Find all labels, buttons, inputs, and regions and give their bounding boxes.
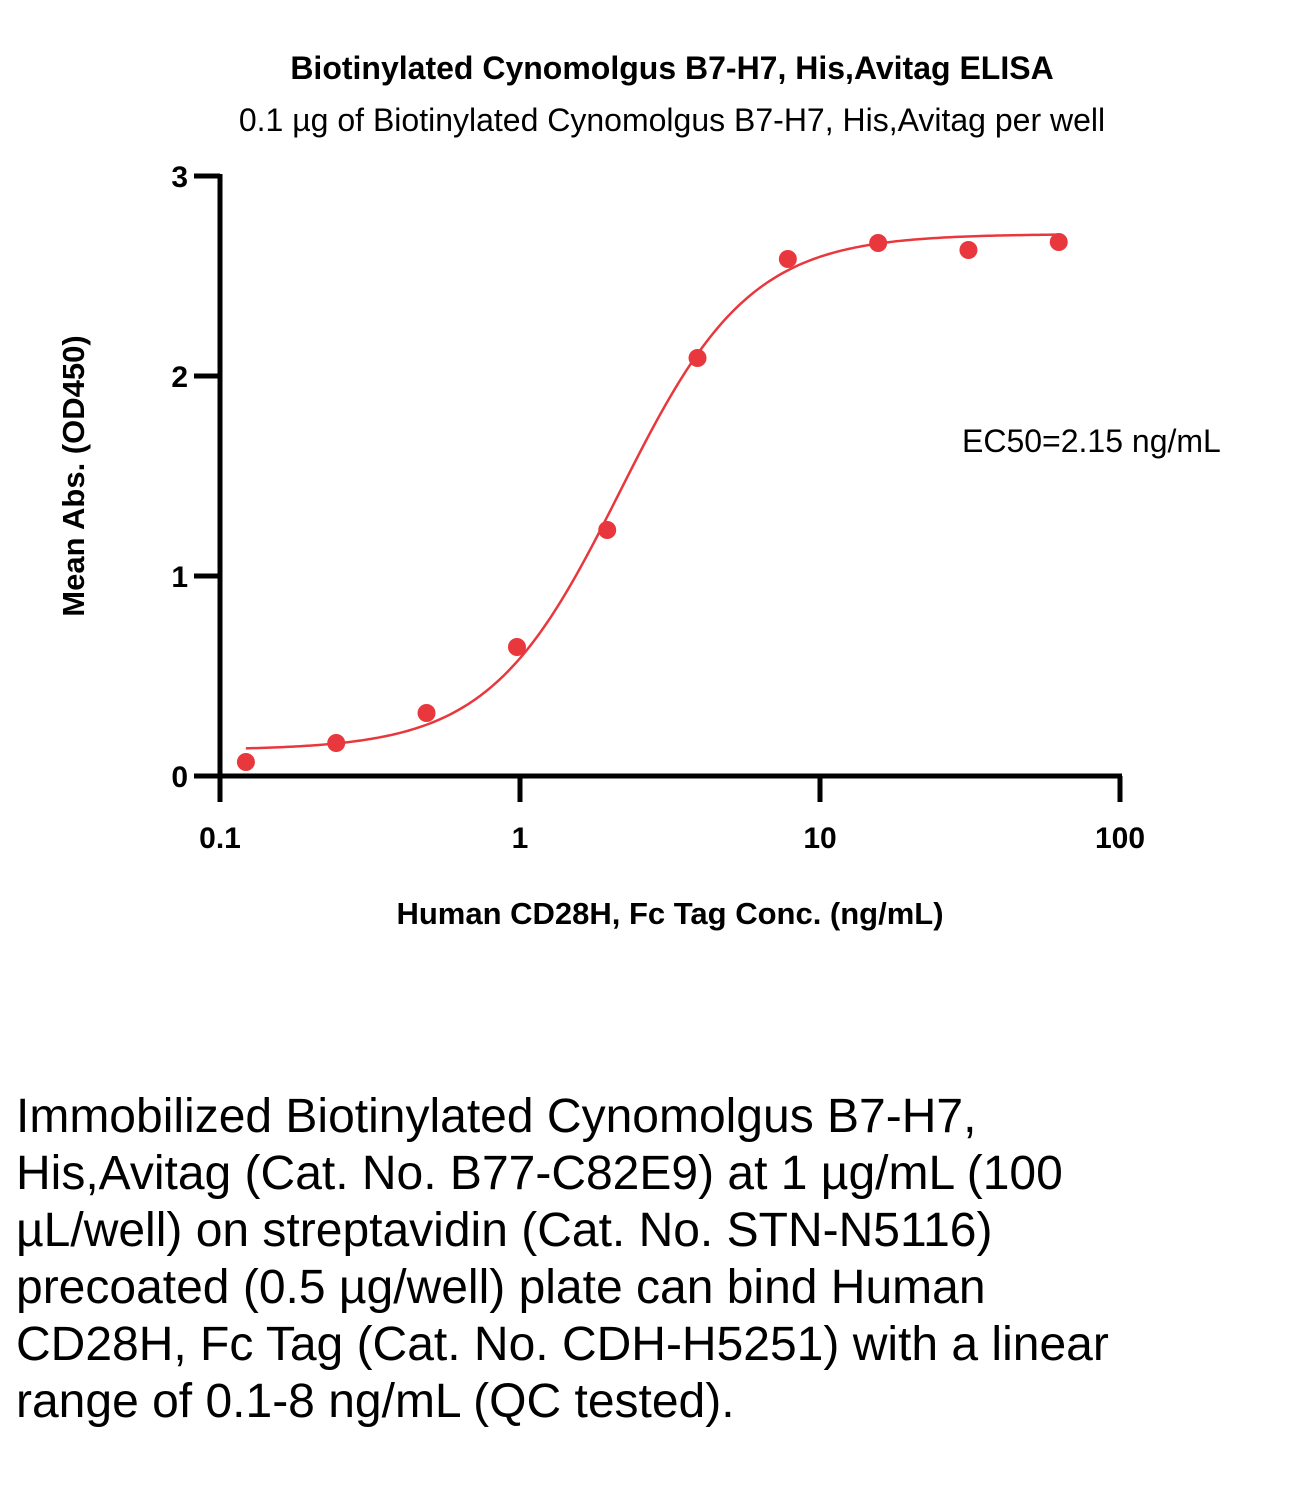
x-tick-label: 0.1 — [199, 822, 241, 855]
data-point — [869, 234, 888, 252]
y-tick-label: 0 — [171, 761, 188, 794]
y-tick-label: 2 — [171, 361, 188, 394]
data-points — [236, 233, 1068, 771]
data-point — [507, 638, 526, 656]
data-point — [778, 250, 797, 268]
y-tick-label: 3 — [171, 161, 188, 194]
fit-curve — [245, 233, 1059, 750]
chart-title: Biotinylated Cynomolgus B7-H7, His,Avita… — [290, 50, 1053, 86]
data-point — [417, 704, 436, 722]
x-tick-label: 1 — [512, 822, 529, 855]
data-point — [688, 349, 707, 367]
x-tick-label: 10 — [803, 822, 836, 855]
chart-subtitle: 0.1 µg of Biotinylated Cynomolgus B7-H7,… — [239, 102, 1105, 138]
data-point — [598, 521, 617, 539]
x-tick-label: 100 — [1095, 822, 1145, 855]
axes — [194, 173, 1123, 802]
data-point — [327, 734, 346, 752]
figure-caption: Immobilized Biotinylated Cynomolgus B7-H… — [16, 1090, 1109, 1428]
ec50-annotation: EC50=2.15 ng/mL — [962, 423, 1221, 459]
y-axis-label: Mean Abs. (OD450) — [56, 335, 91, 616]
data-point — [959, 241, 978, 259]
tick-labels: 0.1 1 10 100 0 1 2 3 — [171, 161, 1145, 855]
data-point — [1049, 233, 1068, 251]
y-tick-label: 1 — [171, 561, 188, 594]
elisa-chart: Biotinylated Cynomolgus B7-H7, His,Avita… — [56, 50, 1221, 931]
x-axis-label: Human CD28H, Fc Tag Conc. (ng/mL) — [396, 896, 943, 931]
data-point — [236, 753, 255, 771]
